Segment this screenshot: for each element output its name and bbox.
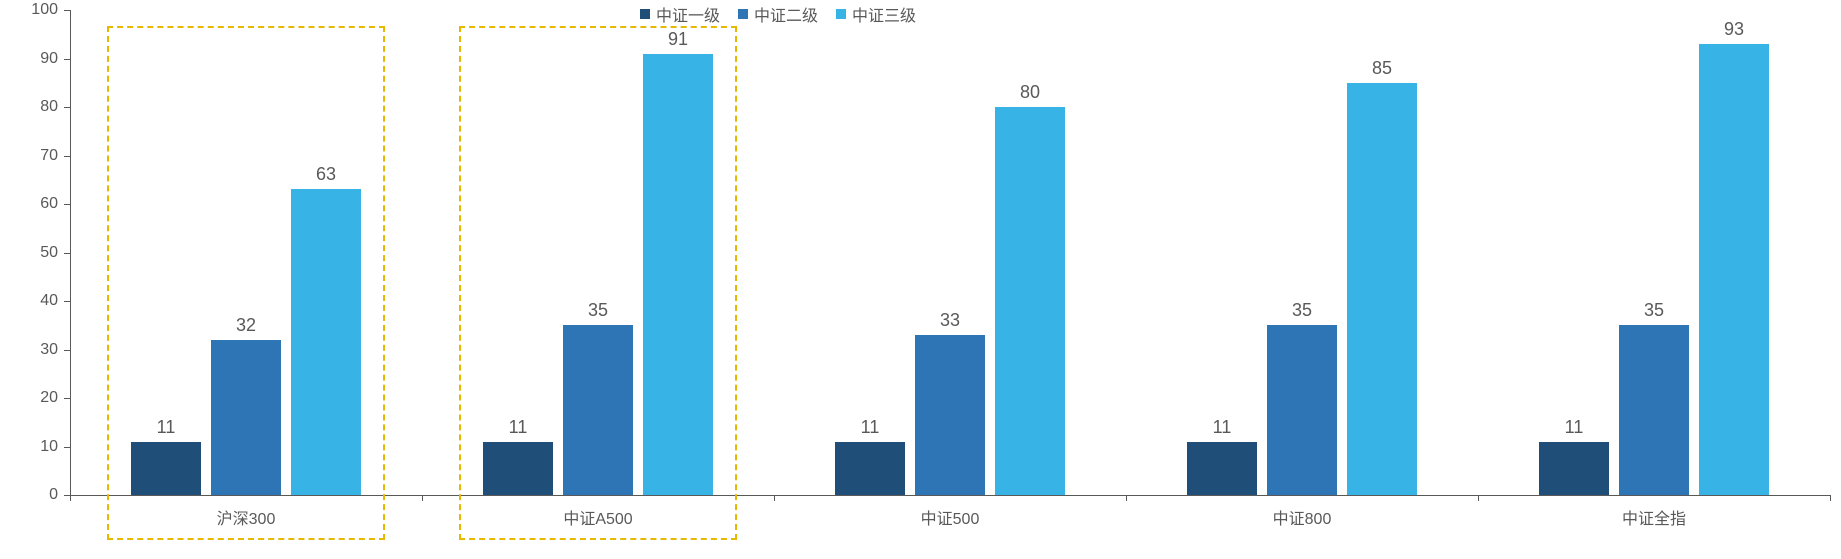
bar-value-label: 11	[509, 417, 528, 438]
bar	[291, 189, 361, 495]
legend-swatch	[836, 9, 846, 19]
bar-value-label: 80	[1020, 82, 1040, 103]
bar-value-label: 35	[1292, 300, 1312, 321]
y-tick-label: 40	[0, 292, 58, 310]
x-tick	[1830, 495, 1831, 501]
bar-value-label: 32	[236, 315, 256, 336]
x-category-label: 沪深300	[217, 505, 276, 529]
bar-value-label: 11	[157, 417, 176, 438]
bar	[1619, 325, 1689, 495]
legend-label: 中证一级	[656, 2, 720, 26]
bar	[835, 442, 905, 495]
y-tick-label: 90	[0, 50, 58, 68]
y-tick	[64, 204, 70, 205]
legend-label: 中证二级	[754, 2, 818, 26]
bar-value-label: 11	[1213, 417, 1232, 438]
x-tick	[1126, 495, 1127, 501]
bar-value-label: 33	[940, 310, 960, 331]
y-tick-label: 50	[0, 244, 58, 262]
y-tick	[64, 301, 70, 302]
x-axis	[70, 495, 1830, 496]
y-tick	[64, 350, 70, 351]
x-tick	[422, 495, 423, 501]
legend-swatch	[640, 9, 650, 19]
y-tick-label: 60	[0, 195, 58, 213]
x-category-label: 中证A500	[563, 505, 632, 529]
x-tick	[70, 495, 71, 501]
bar-value-label: 85	[1372, 58, 1392, 79]
y-tick-label: 80	[0, 98, 58, 116]
legend-item: 中证二级	[738, 2, 818, 26]
bar	[643, 54, 713, 495]
y-tick-label: 100	[0, 1, 58, 19]
bar-value-label: 35	[1644, 300, 1664, 321]
legend-label: 中证三级	[852, 2, 916, 26]
y-tick	[64, 10, 70, 11]
bar	[131, 442, 201, 495]
x-tick	[1478, 495, 1479, 501]
x-category-label: 中证800	[1273, 505, 1332, 529]
bar	[1347, 83, 1417, 495]
y-tick	[64, 398, 70, 399]
bar	[1539, 442, 1609, 495]
y-tick	[64, 447, 70, 448]
bar-value-label: 63	[316, 164, 336, 185]
y-tick-label: 10	[0, 438, 58, 456]
y-tick-label: 0	[0, 486, 58, 504]
bar	[563, 325, 633, 495]
bar	[915, 335, 985, 495]
legend-item: 中证一级	[640, 2, 720, 26]
y-tick	[64, 156, 70, 157]
y-tick	[64, 253, 70, 254]
x-category-label: 中证全指	[1622, 505, 1686, 529]
bar-value-label: 11	[1565, 417, 1584, 438]
grouped-bar-chart: 0 10 20 30 40 50 60 70 80 90 100 11 32 63 沪深300 11 35 91 中…	[0, 0, 1841, 559]
bar-value-label: 91	[668, 29, 688, 50]
y-tick-label: 20	[0, 389, 58, 407]
bar-value-label: 35	[588, 300, 608, 321]
y-tick	[64, 59, 70, 60]
x-category-label: 中证500	[921, 505, 980, 529]
y-tick	[64, 107, 70, 108]
legend-swatch	[738, 9, 748, 19]
bar	[483, 442, 553, 495]
bar	[995, 107, 1065, 495]
bar	[211, 340, 281, 495]
y-tick-label: 70	[0, 147, 58, 165]
legend-item: 中证三级	[836, 2, 916, 26]
bar-value-label: 11	[861, 417, 880, 438]
legend: 中证一级 中证二级 中证三级	[640, 2, 916, 26]
bar	[1187, 442, 1257, 495]
bar	[1267, 325, 1337, 495]
y-axis	[70, 10, 71, 495]
bar	[1699, 44, 1769, 495]
x-tick	[774, 495, 775, 501]
y-tick-label: 30	[0, 341, 58, 359]
bar-value-label: 93	[1724, 19, 1744, 40]
